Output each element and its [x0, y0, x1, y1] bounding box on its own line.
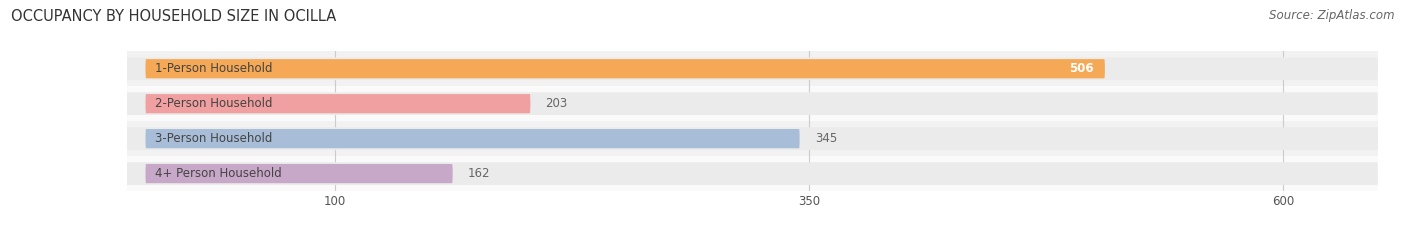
FancyBboxPatch shape: [127, 86, 1378, 121]
Text: Source: ZipAtlas.com: Source: ZipAtlas.com: [1270, 9, 1395, 22]
FancyBboxPatch shape: [145, 59, 1105, 78]
FancyBboxPatch shape: [127, 156, 1378, 191]
Text: OCCUPANCY BY HOUSEHOLD SIZE IN OCILLA: OCCUPANCY BY HOUSEHOLD SIZE IN OCILLA: [11, 9, 336, 24]
FancyBboxPatch shape: [127, 92, 1378, 115]
Text: 4+ Person Household: 4+ Person Household: [155, 167, 281, 180]
FancyBboxPatch shape: [145, 129, 800, 148]
FancyBboxPatch shape: [127, 57, 1378, 80]
Text: 2-Person Household: 2-Person Household: [155, 97, 273, 110]
FancyBboxPatch shape: [145, 94, 530, 113]
Text: 203: 203: [546, 97, 568, 110]
Text: 345: 345: [815, 132, 837, 145]
Text: 506: 506: [1069, 62, 1094, 75]
Text: 3-Person Household: 3-Person Household: [155, 132, 273, 145]
FancyBboxPatch shape: [145, 164, 453, 183]
FancyBboxPatch shape: [127, 51, 1378, 86]
FancyBboxPatch shape: [127, 127, 1378, 150]
FancyBboxPatch shape: [127, 121, 1378, 156]
Text: 1-Person Household: 1-Person Household: [155, 62, 273, 75]
FancyBboxPatch shape: [127, 162, 1378, 185]
Text: 162: 162: [468, 167, 491, 180]
